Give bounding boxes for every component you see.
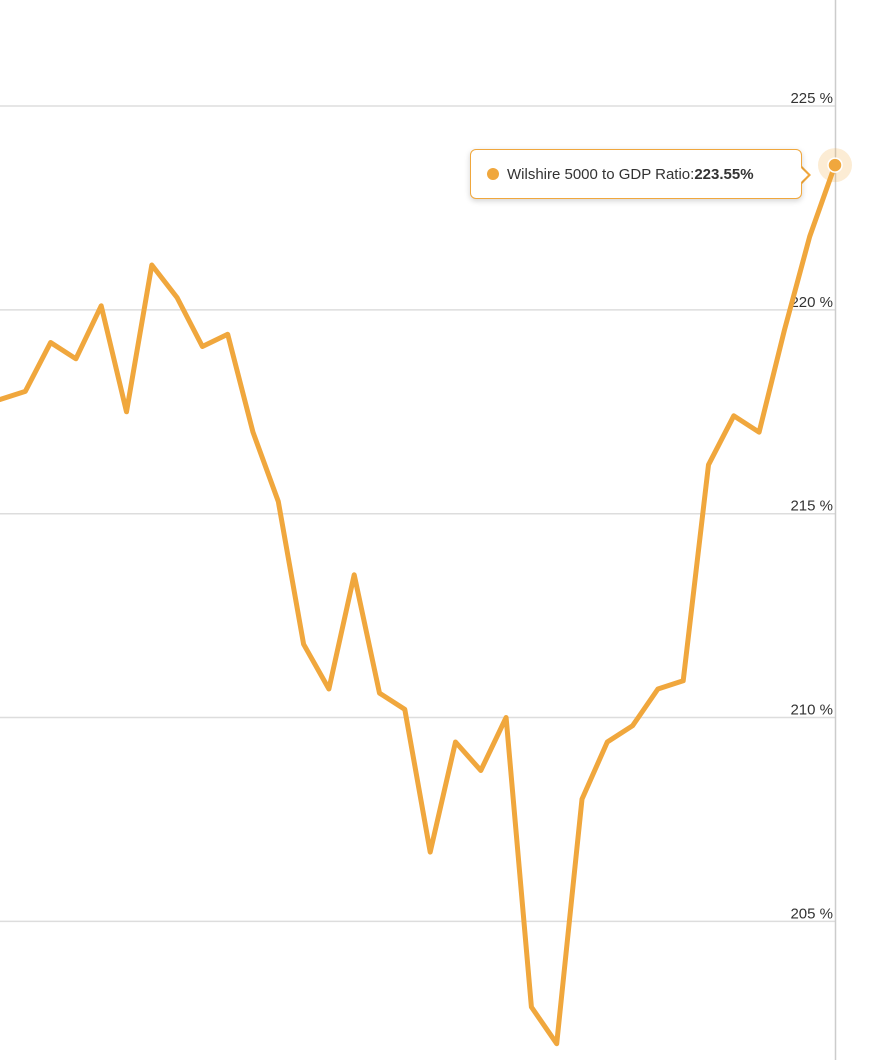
series-line <box>0 162 838 1047</box>
y-tick-label-215: 215 % <box>790 498 833 515</box>
y-tick-label-225: 225 % <box>790 90 833 107</box>
y-tick-label-220: 220 % <box>790 294 833 311</box>
series-lines <box>0 162 838 1047</box>
tooltip-arrow <box>800 167 808 183</box>
hover-markers <box>818 148 852 183</box>
hover-point <box>827 157 843 173</box>
tooltip-series-dot <box>487 168 499 180</box>
gridlines <box>0 105 835 923</box>
tooltip-value: 223.55% <box>694 165 754 183</box>
tooltip-label: Wilshire 5000 to GDP Ratio: <box>507 165 695 183</box>
y-tick-label-210: 210 % <box>790 702 833 719</box>
y-tick-label-205: 205 % <box>790 905 833 922</box>
y-tick-labels: 205 % 210 % 215 % 220 % 225 % <box>790 90 833 922</box>
tooltip: Wilshire 5000 to GDP Ratio: 223.55% <box>470 149 802 199</box>
